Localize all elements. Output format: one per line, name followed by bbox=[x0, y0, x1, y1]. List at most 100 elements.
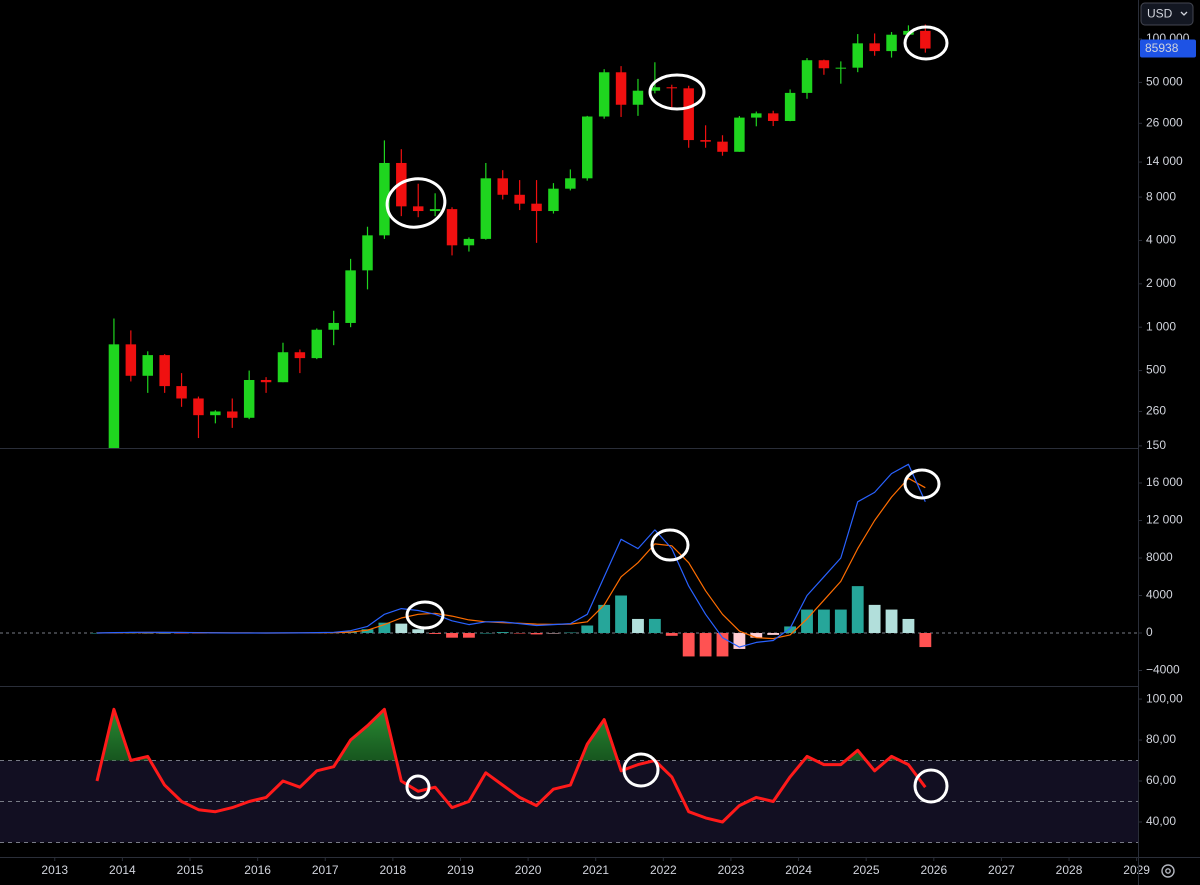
x-tick-label: 2017 bbox=[312, 863, 339, 877]
candle-body bbox=[142, 355, 153, 376]
candle-body bbox=[412, 206, 424, 212]
y-tick-label: 26 000 bbox=[1146, 116, 1183, 130]
candle-body bbox=[666, 87, 678, 89]
y-tick-label: 2 000 bbox=[1146, 276, 1176, 290]
candle-body bbox=[751, 113, 762, 118]
panel-candlestick bbox=[108, 24, 931, 448]
x-tick-label: 2019 bbox=[447, 863, 474, 877]
y-tick-label: 50 000 bbox=[1146, 75, 1183, 89]
histogram-bar bbox=[834, 609, 847, 634]
x-tick-label: 2020 bbox=[515, 863, 542, 877]
y-tick-label: 60,00 bbox=[1146, 773, 1176, 787]
candle-body bbox=[176, 386, 187, 399]
x-tick-label: 2013 bbox=[41, 863, 68, 877]
histogram-bar bbox=[479, 633, 492, 634]
candle-body bbox=[801, 60, 813, 93]
candle-body bbox=[328, 322, 339, 330]
price-axis-background bbox=[1138, 0, 1200, 857]
candle-body bbox=[243, 379, 255, 418]
histogram-bar bbox=[699, 633, 712, 657]
panel-macd bbox=[0, 463, 1138, 657]
annotation-circles bbox=[385, 25, 949, 804]
plot-area bbox=[0, 24, 1138, 843]
histogram-bar bbox=[868, 604, 881, 634]
candle-body bbox=[345, 270, 356, 323]
candle-body bbox=[514, 194, 525, 204]
candle-body bbox=[869, 43, 880, 52]
candle-body bbox=[598, 72, 610, 117]
candle-body bbox=[379, 162, 390, 236]
histogram-bar bbox=[547, 633, 560, 634]
y-tick-label: 4 000 bbox=[1146, 233, 1176, 247]
rsi-line bbox=[95, 707, 927, 824]
candle-body bbox=[852, 43, 863, 68]
candle-body bbox=[700, 140, 711, 142]
histogram-bar bbox=[378, 622, 391, 634]
panel-rsi bbox=[0, 707, 1138, 843]
candle-body bbox=[717, 141, 728, 152]
histogram-bar bbox=[784, 626, 797, 634]
histogram-bar bbox=[818, 609, 830, 634]
y-tick-label: 14 000 bbox=[1146, 154, 1183, 168]
y-tick-label: 260 bbox=[1146, 404, 1166, 418]
y-tick-label: 8 000 bbox=[1146, 189, 1176, 203]
candle-body bbox=[649, 87, 661, 91]
histogram-bar bbox=[496, 632, 509, 634]
last-price-box bbox=[1140, 39, 1196, 58]
candle-body bbox=[548, 188, 559, 212]
x-tick-label: 2023 bbox=[718, 863, 745, 877]
x-tick-label: 2025 bbox=[853, 863, 880, 877]
y-tick-label: 1 000 bbox=[1146, 319, 1176, 333]
y-tick-label: 500 bbox=[1146, 363, 1166, 377]
candle-body bbox=[311, 329, 323, 359]
candle-body bbox=[784, 92, 796, 121]
histogram-bar bbox=[513, 633, 526, 634]
x-tick-label: 2027 bbox=[988, 863, 1015, 877]
candle-body bbox=[632, 90, 644, 105]
candle-body bbox=[497, 178, 508, 195]
histogram-bar bbox=[463, 633, 475, 638]
histogram-bar bbox=[851, 586, 864, 634]
x-tick-label: 2022 bbox=[650, 863, 677, 877]
y-tick-label: 12 000 bbox=[1146, 513, 1183, 527]
candle-body bbox=[767, 113, 779, 121]
currency-button[interactable]: USD bbox=[1140, 2, 1194, 26]
candle-body bbox=[683, 88, 694, 141]
x-tick-label: 2021 bbox=[582, 863, 609, 877]
candle-body bbox=[818, 60, 830, 69]
y-tick-label: 150 bbox=[1146, 438, 1166, 452]
y-tick-label: 4000 bbox=[1146, 588, 1173, 602]
histogram-bar bbox=[175, 633, 188, 634]
last-price-marker: 85938 bbox=[1140, 39, 1196, 58]
candle-body bbox=[480, 178, 492, 239]
histogram-bar bbox=[446, 633, 458, 638]
candle-body bbox=[210, 411, 221, 416]
currency-label[interactable]: USD bbox=[1147, 7, 1173, 21]
candle-body bbox=[463, 238, 475, 246]
histogram-bar bbox=[141, 632, 154, 634]
candle-body bbox=[193, 398, 204, 416]
candle-body bbox=[429, 209, 441, 212]
panel-separators bbox=[0, 448, 1200, 858]
histogram-bar bbox=[530, 633, 543, 635]
histogram-bar bbox=[158, 632, 171, 634]
y-tick-label: 40,00 bbox=[1146, 814, 1176, 828]
settings-icon[interactable] bbox=[1161, 864, 1175, 878]
x-tick-label: 2029 bbox=[1123, 863, 1150, 877]
y-tick-label: 80,00 bbox=[1146, 732, 1176, 746]
histogram-bar bbox=[716, 633, 729, 657]
histogram-bar bbox=[564, 632, 577, 634]
histogram-bar bbox=[733, 633, 746, 649]
candle-body bbox=[277, 352, 289, 383]
histogram-bar bbox=[885, 609, 898, 634]
histogram-bar bbox=[682, 633, 695, 657]
histogram-bar bbox=[412, 629, 425, 634]
histogram-bar bbox=[902, 618, 915, 634]
x-tick-label: 2016 bbox=[244, 863, 271, 877]
candle-body bbox=[734, 117, 745, 152]
candle-body bbox=[227, 411, 238, 418]
x-tick-label: 2014 bbox=[109, 863, 136, 877]
histogram-bar bbox=[615, 595, 627, 634]
candle-body bbox=[260, 379, 272, 383]
candle-body bbox=[108, 344, 120, 448]
